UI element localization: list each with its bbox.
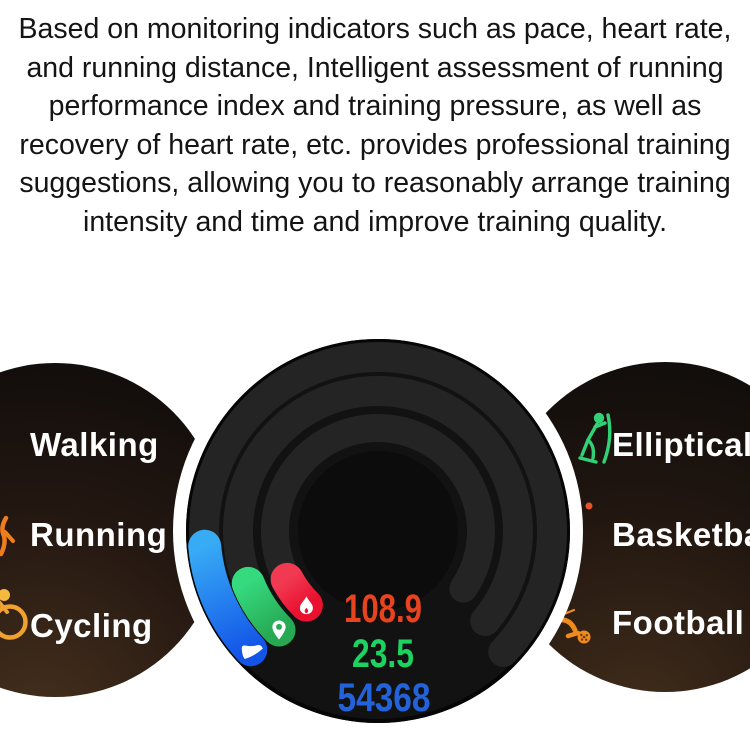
description-line-5: suggestions, allowing you to reasonably … bbox=[19, 167, 731, 200]
running-icon bbox=[0, 515, 15, 557]
description-line-6: intensity and time and improve training … bbox=[82, 205, 668, 238]
label-running: Running bbox=[30, 516, 168, 553]
watch-rim bbox=[186, 339, 570, 723]
watch-center-disc bbox=[298, 451, 458, 611]
steps-value: 54368 bbox=[338, 676, 431, 720]
label-elliptical: Elliptical bbox=[612, 426, 750, 463]
description-line-3: performance index and training pressure,… bbox=[48, 90, 702, 123]
shoe-icon bbox=[241, 644, 263, 660]
distance-arc bbox=[231, 566, 296, 647]
cycling-icon bbox=[0, 589, 28, 640]
description-line-1: Based on monitoring indicators such as p… bbox=[18, 13, 732, 45]
calories-ring-track bbox=[260, 414, 495, 620]
center-watch-face: 108.9 23.5 54368 bbox=[173, 326, 583, 736]
label-cycling: Cycling bbox=[30, 607, 153, 644]
steps-arc bbox=[188, 529, 268, 667]
description-line-2: and running distance, Intelligent assess… bbox=[26, 51, 724, 84]
label-walking: Walking bbox=[30, 426, 159, 463]
elliptical-icon bbox=[578, 412, 612, 464]
description-text: Based on monitoring indicators such as p… bbox=[0, 10, 750, 242]
location-pin-icon bbox=[272, 620, 286, 640]
flame-icon bbox=[299, 596, 313, 615]
label-football: Football bbox=[612, 604, 745, 641]
distance-ring-track bbox=[222, 376, 533, 645]
label-basketball: Basketball bbox=[612, 516, 750, 553]
description-line-4: recovery of heart rate, etc. provides pr… bbox=[19, 128, 731, 161]
calories-value: 108.9 bbox=[344, 587, 422, 631]
basketball-icon bbox=[585, 502, 593, 510]
distance-value: 23.5 bbox=[352, 632, 414, 676]
